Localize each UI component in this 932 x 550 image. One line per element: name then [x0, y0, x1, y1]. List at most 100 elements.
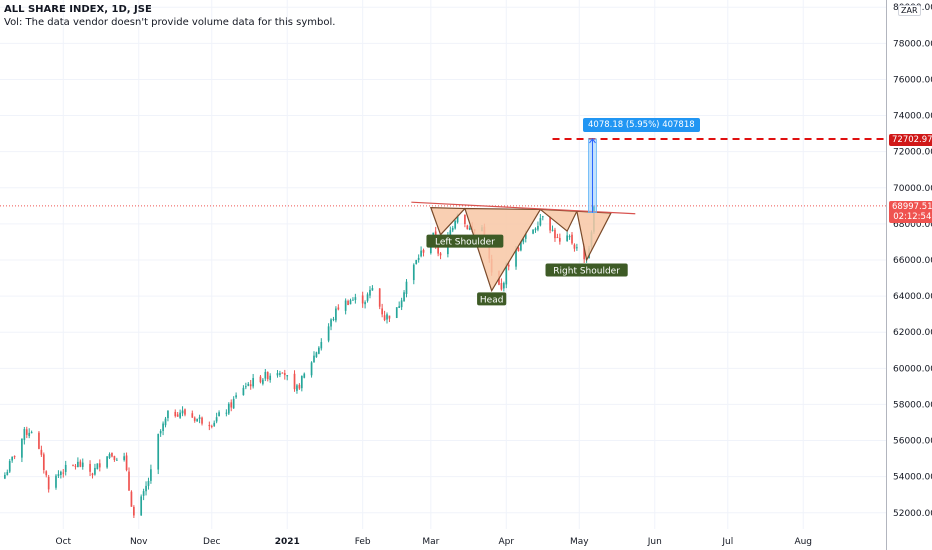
candle-body: [210, 425, 213, 427]
candle-body: [451, 227, 454, 231]
candle-body: [208, 424, 211, 427]
candle-body: [57, 474, 60, 476]
candle-body: [191, 413, 194, 418]
measure-label: 4078.18 (5.95%) 407818: [583, 118, 700, 132]
candle-body: [279, 373, 281, 375]
candle-body: [332, 318, 335, 320]
candle-body: [437, 245, 439, 254]
candle-body: [337, 307, 340, 310]
candle-body: [439, 253, 442, 256]
pattern-triangle: [429, 207, 467, 236]
y-tick-label: 58000.00: [893, 400, 932, 410]
x-tick-label: Jul: [721, 537, 733, 547]
candle-body: [64, 464, 67, 472]
y-tick-label: 56000.00: [893, 437, 932, 447]
pattern-triangle: [538, 208, 578, 233]
candle-body: [464, 214, 466, 224]
candle-body: [6, 471, 9, 476]
candle-body: [554, 229, 556, 239]
candle-body: [369, 289, 371, 296]
candle-body: [412, 264, 415, 281]
candle-body: [125, 455, 128, 471]
y-tick-label: 70000.00: [893, 184, 932, 194]
candle-body: [179, 412, 181, 418]
candle-body: [147, 481, 150, 486]
pattern-label: Head: [477, 292, 507, 306]
pattern-label-text: Head: [480, 295, 504, 305]
candle-body: [571, 234, 573, 244]
candle-body: [164, 418, 167, 426]
candle-body: [573, 244, 576, 249]
candle-body: [232, 398, 235, 409]
candle-body: [196, 418, 199, 422]
candle-body: [454, 221, 457, 229]
candle-body: [106, 456, 108, 468]
target-price-label: 72702.97: [889, 134, 932, 146]
y-tick-label: 60000.00: [893, 364, 932, 374]
candle-body: [310, 362, 313, 376]
candle-body: [556, 237, 559, 239]
candle-body: [330, 319, 332, 327]
candle-body: [13, 456, 16, 458]
candle-body: [361, 295, 364, 304]
candle-body: [388, 315, 391, 319]
candle-body: [541, 216, 544, 218]
chart-legend: ALL SHARE INDEX, 1D, JSE Vol: The data v…: [4, 4, 335, 29]
candle-body: [96, 463, 99, 470]
candle-body: [549, 216, 551, 231]
candle-body: [140, 496, 143, 516]
candle-body: [327, 326, 330, 341]
candle-body: [72, 464, 74, 466]
price-axis-separator: [886, 0, 887, 550]
pattern-label: Left Shoulder: [426, 234, 504, 248]
candle-body: [55, 475, 57, 488]
candle-body: [298, 384, 301, 389]
candle-body: [449, 230, 452, 238]
candle-body: [398, 306, 401, 308]
candle-body: [269, 375, 272, 381]
last-price-label: 68997.51 02:12:54: [889, 201, 932, 223]
candle-body: [576, 247, 578, 249]
candle-body: [537, 225, 539, 230]
candle-body: [184, 409, 186, 415]
candle-body: [262, 379, 264, 384]
candle-body: [62, 472, 65, 474]
candle-body: [94, 467, 96, 475]
candle-body: [40, 449, 43, 455]
candle-body: [502, 282, 505, 289]
candle-body: [181, 410, 184, 414]
candle-body: [366, 294, 369, 301]
candle-body: [320, 342, 323, 349]
candle-body: [201, 417, 203, 424]
candle-body: [47, 476, 50, 490]
candle-body: [21, 438, 23, 458]
x-tick-label: Feb: [355, 537, 371, 547]
candle-body: [264, 371, 267, 379]
candle-body: [235, 395, 237, 398]
candle-body: [583, 245, 586, 260]
candle-body: [335, 308, 337, 321]
candle-body: [318, 347, 320, 354]
currency-label: ZAR: [901, 6, 918, 15]
x-tick-label: Apr: [498, 537, 514, 547]
candle-body: [347, 300, 349, 306]
measure-arrowhead: [589, 138, 596, 144]
candle-body: [249, 384, 252, 387]
candle-body: [30, 432, 33, 434]
candle-body: [162, 423, 164, 432]
candle-body: [145, 485, 147, 492]
candle-body: [123, 456, 125, 460]
candle-body: [303, 373, 306, 378]
candle-body: [74, 465, 77, 467]
candle-body: [142, 491, 145, 496]
x-tick-label: Aug: [794, 537, 812, 547]
candle-body: [500, 283, 503, 290]
y-tick-label: 62000.00: [893, 328, 932, 338]
candle-body: [42, 454, 45, 470]
candle-body: [352, 299, 354, 301]
pattern-label-bg: [477, 292, 507, 306]
candle-body: [115, 459, 118, 461]
candle-body: [354, 297, 357, 300]
candle-body: [415, 259, 418, 265]
